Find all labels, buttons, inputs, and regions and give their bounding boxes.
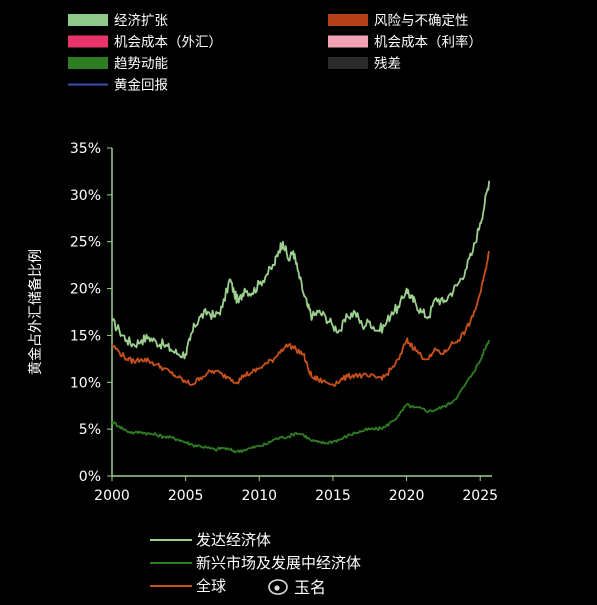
x-tick-label: 2010: [241, 488, 277, 504]
legend-swatch: [68, 14, 108, 26]
y-tick-label: 30%: [70, 188, 101, 204]
watermark-text: 玉名: [294, 578, 326, 597]
top-legend-label: 黄金回报: [114, 78, 168, 94]
y-tick-label: 5%: [79, 422, 101, 438]
top-legend-label: 机会成本（利率）: [374, 34, 482, 51]
top-legend-label: 风险与不确定性: [374, 13, 469, 29]
top-legend-label: 趋势动能: [114, 56, 168, 72]
y-axis-title-group: 黄金占外汇储备比例: [27, 249, 44, 375]
top-legend-label: 机会成本（外汇）: [114, 35, 222, 51]
series-lines: [111, 180, 490, 454]
y-axis-title: 黄金占外汇储备比例: [27, 249, 44, 375]
bottom-legend-label: 发达经济体: [196, 531, 271, 549]
top-legend-label: 残差: [374, 56, 401, 72]
y-tick-label: 35%: [70, 141, 101, 157]
watermark-group: 玉名: [268, 578, 326, 597]
legend-swatch: [328, 14, 368, 26]
y-tick-label: 10%: [70, 375, 101, 391]
y-tick-label: 20%: [70, 282, 101, 298]
legend-swatch: [328, 35, 368, 48]
series-line-0: [111, 180, 490, 360]
bottom-legend-label: 全球: [196, 577, 226, 595]
legend-swatch: [328, 57, 368, 69]
x-tick-label: 2015: [315, 488, 351, 504]
axes: 0% 5% 10% 15% 20% 25% 30% 35% 2000 2005 2010 2015 20…: [70, 141, 498, 504]
y-tick-label: 25%: [70, 235, 101, 251]
weibo-logo-icon: [268, 579, 288, 595]
x-tick-label: 2005: [168, 488, 204, 504]
x-tick-label: 2020: [389, 488, 425, 504]
bottom-legend-label: 新兴市场及发展中经济体: [196, 554, 361, 572]
series-line-1: [111, 339, 490, 454]
weibo-logo-eye: [274, 585, 280, 591]
x-tick-label: 2000: [94, 488, 130, 504]
x-tick-label: 2025: [462, 488, 498, 504]
series-line-2: [111, 250, 490, 387]
legend-swatch: [68, 57, 108, 69]
y-tick-label: 0%: [79, 469, 101, 485]
legend-swatch: [68, 35, 108, 48]
top-legend-label: 经济扩张: [114, 13, 168, 29]
y-tick-label: 15%: [70, 328, 101, 344]
